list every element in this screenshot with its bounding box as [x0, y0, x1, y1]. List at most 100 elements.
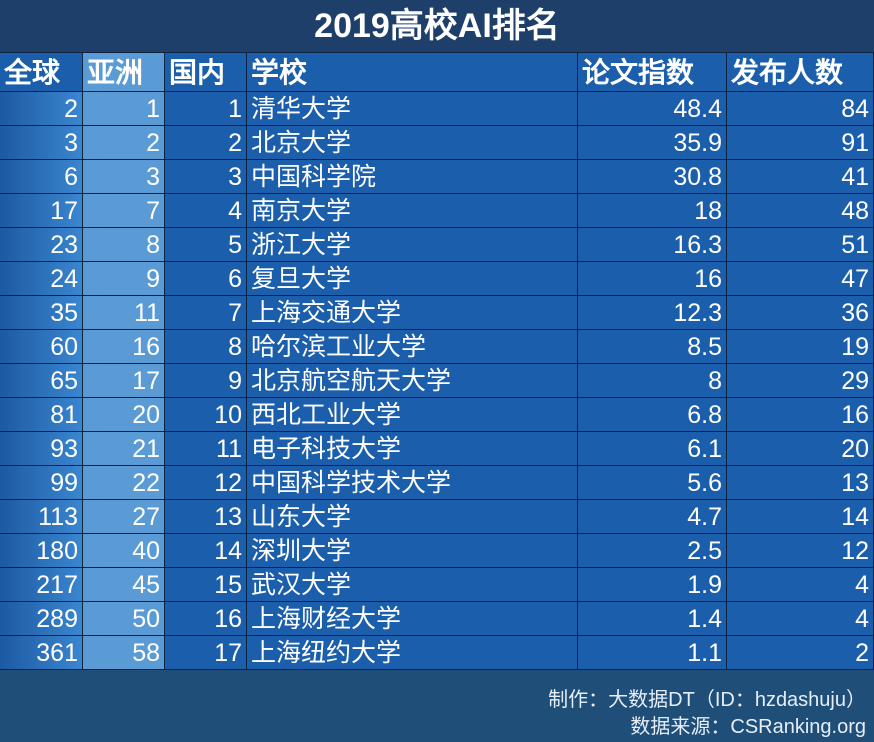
table-cell: 17 [0, 194, 83, 228]
table-cell: 22 [83, 466, 165, 500]
table-cell: 12 [727, 534, 874, 568]
table-cell: 30.8 [578, 160, 727, 194]
table-cell: 哈尔滨工业大学 [247, 330, 578, 364]
table-cell: 8 [83, 228, 165, 262]
table-cell: 180 [0, 534, 83, 568]
table-cell: 91 [727, 126, 874, 160]
table-cell: 6 [165, 262, 247, 296]
table-cell: 清华大学 [247, 92, 578, 126]
table-cell: 24 [0, 262, 83, 296]
table-cell: 6.8 [578, 398, 727, 432]
table-cell: 12.3 [578, 296, 727, 330]
table-cell: 武汉大学 [247, 568, 578, 602]
table-cell: 16 [83, 330, 165, 364]
table-cell: 南京大学 [247, 194, 578, 228]
table-cell: 7 [83, 194, 165, 228]
table-cell: 60 [0, 330, 83, 364]
table-cell: 99 [0, 466, 83, 500]
table-cell: 1.9 [578, 568, 727, 602]
table-cell: 16 [578, 262, 727, 296]
table-cell: 35 [0, 296, 83, 330]
table-cell: 19 [727, 330, 874, 364]
table-cell: 3 [0, 126, 83, 160]
table-cell: 14 [165, 534, 247, 568]
table-cell: 11 [165, 432, 247, 466]
table-cell: 北京航空航天大学 [247, 364, 578, 398]
table-cell: 西北工业大学 [247, 398, 578, 432]
column-header: 论文指数 [578, 53, 727, 92]
table-cell: 113 [0, 500, 83, 534]
table-cell: 35.9 [578, 126, 727, 160]
table-cell: 上海纽约大学 [247, 636, 578, 670]
table-cell: 84 [727, 92, 874, 126]
table-cell: 8.5 [578, 330, 727, 364]
table-cell: 8 [165, 330, 247, 364]
table-cell: 6 [0, 160, 83, 194]
table-cell: 3 [165, 160, 247, 194]
column-header: 国内 [165, 53, 247, 92]
table-cell: 5 [165, 228, 247, 262]
column-header: 学校 [247, 53, 578, 92]
table-cell: 16 [727, 398, 874, 432]
table-cell: 2 [727, 636, 874, 670]
table-cell: 1.1 [578, 636, 727, 670]
table-cell: 47 [727, 262, 874, 296]
table-cell: 2 [165, 126, 247, 160]
table-cell: 电子科技大学 [247, 432, 578, 466]
table-cell: 65 [0, 364, 83, 398]
table-cell: 北京大学 [247, 126, 578, 160]
table-cell: 6.1 [578, 432, 727, 466]
table-cell: 16 [165, 602, 247, 636]
table-cell: 12 [165, 466, 247, 500]
table-cell: 1 [83, 92, 165, 126]
table-cell: 4 [165, 194, 247, 228]
table-cell: 1.4 [578, 602, 727, 636]
table-cell: 58 [83, 636, 165, 670]
table-cell: 23 [0, 228, 83, 262]
table-cell: 29 [727, 364, 874, 398]
table-cell: 上海交通大学 [247, 296, 578, 330]
table-cell: 36 [727, 296, 874, 330]
table-cell: 289 [0, 602, 83, 636]
table-cell: 51 [727, 228, 874, 262]
table-cell: 上海财经大学 [247, 602, 578, 636]
table-cell: 山东大学 [247, 500, 578, 534]
table-cell: 2 [83, 126, 165, 160]
table-cell: 1 [165, 92, 247, 126]
table: 全球 亚洲 国内 学校 论文指数 发布人数 2 1 1 清华大学 48.4 84 3 2 2 北京大学 35.9… [0, 53, 874, 670]
table-cell: 13 [727, 466, 874, 500]
table-cell: 81 [0, 398, 83, 432]
table-cell: 深圳大学 [247, 534, 578, 568]
table-cell: 361 [0, 636, 83, 670]
table-cell: 8 [578, 364, 727, 398]
table-cell: 浙江大学 [247, 228, 578, 262]
table-cell: 9 [165, 364, 247, 398]
column-header: 亚洲 [83, 53, 165, 92]
table-cell: 17 [83, 364, 165, 398]
table-cell: 41 [727, 160, 874, 194]
credit: 制作：大数据DT（ID：hzdashuju） [548, 689, 866, 711]
table-cell: 中国科学技术大学 [247, 466, 578, 500]
table-cell: 45 [83, 568, 165, 602]
table-cell: 2.5 [578, 534, 727, 568]
table-cell: 16.3 [578, 228, 727, 262]
table-cell: 48.4 [578, 92, 727, 126]
table-cell: 27 [83, 500, 165, 534]
footer: 制作：大数据DT（ID：hzdashuju） 数据来源：CSRanking.or… [0, 687, 874, 742]
title: 2019高校AI排名 [0, 0, 874, 53]
table-cell: 17 [165, 636, 247, 670]
table-cell: 复旦大学 [247, 262, 578, 296]
table-cell: 21 [83, 432, 165, 466]
source: 数据来源：CSRanking.org [630, 716, 866, 738]
table-cell: 10 [165, 398, 247, 432]
table-cell: 14 [727, 500, 874, 534]
table-cell: 9 [83, 262, 165, 296]
table-cell: 4 [727, 568, 874, 602]
table-cell: 40 [83, 534, 165, 568]
table-cell: 20 [727, 432, 874, 466]
table-cell: 中国科学院 [247, 160, 578, 194]
table-cell: 15 [165, 568, 247, 602]
table-cell: 11 [83, 296, 165, 330]
table-cell: 48 [727, 194, 874, 228]
